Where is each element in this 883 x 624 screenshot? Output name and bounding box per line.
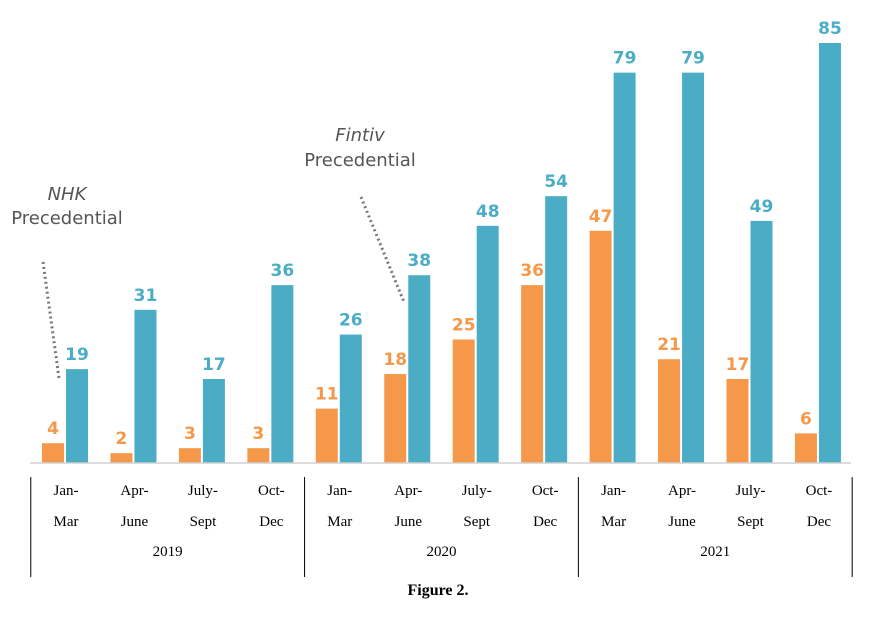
year-label-2019: 2019	[153, 544, 183, 560]
value-label-blue-11: 85	[818, 19, 842, 39]
tick-label-8-1: Mar	[601, 514, 626, 530]
tick-label-10-0: July-	[736, 483, 766, 499]
value-label-blue-1: 31	[134, 286, 158, 306]
tick-label-4-0: Jan-	[327, 483, 352, 499]
value-label-orange-7: 36	[520, 261, 544, 281]
bar-blue-1	[134, 309, 157, 463]
tick-label-0-0: Jan-	[54, 483, 79, 499]
bar-orange-10	[726, 379, 749, 463]
value-labels: 4 19 2 31 3 17 3 36 11 26 18 38 25 48 36 54 47 79 21 79 17 49…	[47, 19, 842, 449]
bar-orange-0	[42, 443, 64, 463]
value-label-blue-9: 79	[681, 49, 705, 69]
bar-orange-4	[315, 408, 338, 463]
bar-orange-6	[452, 339, 475, 463]
bars	[42, 43, 841, 464]
bar-blue-2	[202, 379, 225, 463]
tick-label-8-0: Jan-	[601, 483, 626, 499]
annotation-fintiv-pointer	[359, 196, 406, 303]
annotation-nhk-label: Precedential	[11, 208, 123, 229]
value-label-blue-7: 54	[544, 172, 568, 192]
tick-label-5-0: Apr-	[394, 483, 422, 499]
tick-label-1-1: June	[121, 514, 149, 530]
annotation-fintiv: Fintiv Precedential	[304, 125, 416, 303]
figure-caption: Figure 2.	[407, 582, 468, 599]
annotation-fintiv-label: Precedential	[304, 150, 416, 171]
year-label-2021: 2021	[700, 544, 730, 560]
value-label-blue-4: 26	[339, 311, 363, 331]
tick-label-11-1: Dec	[807, 514, 831, 530]
value-label-blue-5: 38	[407, 251, 431, 271]
year-label-2020: 2020	[426, 544, 456, 560]
value-label-orange-6: 25	[452, 315, 476, 335]
value-label-blue-10: 49	[750, 197, 774, 217]
value-label-orange-3: 3	[252, 424, 264, 444]
tick-label-2-1: Sept	[190, 514, 218, 530]
bar-orange-7	[521, 285, 544, 463]
value-label-orange-2: 3	[184, 424, 196, 444]
tick-label-2-0: July-	[188, 483, 218, 499]
bar-orange-3	[247, 448, 270, 463]
value-label-orange-11: 6	[800, 409, 812, 429]
value-label-blue-6: 48	[476, 202, 500, 222]
tick-label-3-1: Dec	[259, 514, 283, 530]
tick-label-7-0: Oct-	[532, 483, 559, 499]
bar-blue-4	[339, 334, 362, 463]
value-label-blue-2: 17	[202, 355, 226, 375]
tick-label-10-1: Sept	[737, 514, 765, 530]
tick-label-7-1: Dec	[533, 514, 557, 530]
annotation-nhk-pointer	[41, 261, 61, 379]
value-label-orange-10: 17	[726, 355, 750, 375]
value-label-orange-1: 2	[116, 429, 128, 449]
tick-label-5-1: June	[395, 514, 423, 530]
tick-label-0-1: Mar	[54, 514, 79, 530]
tick-label-4-1: Mar	[327, 514, 352, 530]
value-label-orange-5: 18	[383, 350, 407, 370]
tick-label-1-0: Apr-	[120, 483, 148, 499]
bar-orange-1	[110, 453, 133, 463]
year-groups: 2019 2020 2021	[30, 477, 853, 577]
tick-label-9-0: Apr-	[668, 483, 696, 499]
tick-label-11-0: Oct-	[806, 483, 833, 499]
value-label-blue-0: 19	[65, 345, 89, 365]
bar-blue-10	[750, 220, 773, 463]
value-label-orange-8: 47	[589, 207, 613, 227]
bar-orange-5	[384, 374, 407, 463]
bar-blue-11	[818, 43, 841, 463]
bar-blue-5	[408, 275, 431, 463]
tick-label-6-1: Sept	[463, 514, 491, 530]
bar-blue-6	[476, 225, 499, 463]
bar-blue-9	[682, 72, 705, 463]
bar-orange-11	[794, 433, 817, 463]
tick-label-3-0: Oct-	[258, 483, 285, 499]
value-label-blue-8: 79	[613, 49, 637, 69]
value-label-blue-3: 36	[271, 261, 295, 281]
bar-blue-0	[66, 369, 88, 463]
bar-orange-9	[658, 359, 681, 463]
category-ticks: Jan- Mar Apr- June July- Sept Oct- Dec Jan- Mar Ap…	[54, 483, 833, 530]
tick-label-9-1: June	[668, 514, 696, 530]
bar-orange-2	[178, 448, 201, 463]
value-label-orange-9: 21	[657, 335, 681, 355]
annotation-nhk-italic: NHK	[48, 184, 88, 205]
annotation-nhk: NHK Precedential	[11, 184, 123, 379]
annotation-fintiv-italic: Fintiv	[335, 125, 385, 146]
bar-orange-8	[589, 230, 612, 463]
tick-label-6-0: July-	[462, 483, 492, 499]
bar-blue-7	[545, 196, 568, 464]
value-label-orange-0: 4	[47, 419, 59, 439]
bar-blue-8	[613, 72, 636, 463]
bar-blue-3	[271, 285, 294, 463]
value-label-orange-4: 11	[315, 385, 339, 405]
